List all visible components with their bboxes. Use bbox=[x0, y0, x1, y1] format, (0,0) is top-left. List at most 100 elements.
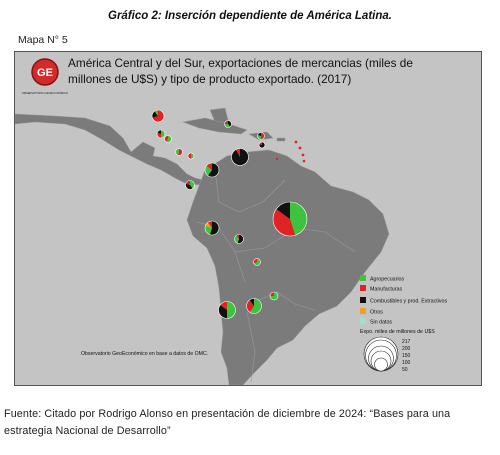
pie-venezuela bbox=[231, 148, 249, 166]
pie-colombia-slice-agropecuarios bbox=[205, 165, 212, 176]
pie-argentina bbox=[246, 298, 262, 314]
pie-cuba-slice-manufacturas bbox=[224, 120, 228, 124]
legend-label-otros: Otros bbox=[370, 310, 383, 316]
pie-dominicana-slice-manufacturas bbox=[261, 132, 265, 140]
export-map: GE OBSERVATORIO GEOECONÓMICO América Cen… bbox=[15, 52, 481, 385]
pie-mexico-outline bbox=[151, 109, 165, 123]
pie-costa-rica-slice-manufacturas bbox=[177, 148, 183, 156]
pie-mexico-slice-manufacturas bbox=[152, 110, 164, 122]
pie-venezuela-slice-manufacturas bbox=[235, 148, 240, 157]
pie-honduras-outline bbox=[164, 135, 172, 143]
map-number-label: Mapa N° 5 bbox=[18, 34, 68, 46]
pie-brasil-slice-extractivos bbox=[276, 202, 290, 219]
pie-panama bbox=[187, 152, 195, 160]
pie-bolivia-slice-agropecuarios bbox=[234, 235, 239, 244]
pie-guatemala-slice-agropecuarios bbox=[161, 130, 165, 138]
pie-chile-slice-extractivos bbox=[218, 305, 227, 319]
pie-argentina-slice-extractivos bbox=[249, 298, 254, 306]
map-title-line1: América Central y del Sur, exportaciones… bbox=[68, 56, 413, 70]
pie-bolivia bbox=[234, 234, 244, 244]
legend-swatch-agropecuarios bbox=[360, 275, 366, 281]
pie-uruguay-outline bbox=[269, 291, 279, 301]
export-pie-markers bbox=[151, 109, 308, 319]
size-label-200: 200 bbox=[402, 346, 411, 352]
observatorio-logo: GE OBSERVATORIO GEOECONÓMICO bbox=[22, 58, 69, 95]
pie-chile-slice-agropecuarios bbox=[227, 301, 236, 319]
map-credit: Observatorio GeoEconómico en base a dato… bbox=[81, 351, 208, 357]
pie-argentina-outline bbox=[246, 298, 262, 314]
pie-bolivia-slice-manufacturas bbox=[236, 234, 239, 239]
pie-bolivia-slice-extractivos bbox=[237, 234, 244, 244]
pie-panama-slice-manufacturas bbox=[188, 153, 191, 159]
pie-peru bbox=[204, 220, 220, 236]
map-frame: GE OBSERVATORIO GEOECONÓMICO América Cen… bbox=[14, 51, 482, 386]
legend-swatch-manufacturas bbox=[360, 285, 366, 291]
pie-argentina-slice-agropecuarios bbox=[249, 298, 262, 314]
pie-chile bbox=[218, 301, 236, 319]
legend-swatch-otros bbox=[360, 308, 366, 314]
border-line bbox=[246, 311, 256, 383]
pie-brasil bbox=[272, 201, 308, 237]
pie-guatemala bbox=[156, 129, 166, 139]
island-dot bbox=[275, 157, 279, 161]
legend-size-title: Expo. miles de millones de U$S bbox=[360, 329, 435, 335]
pie-honduras-slice-agropecuarios bbox=[165, 135, 172, 143]
map-title-line2: millones de U$S) y tipo de producto expo… bbox=[68, 72, 351, 86]
cuba-land bbox=[182, 117, 248, 135]
pie-ecuador-slice-manufacturas bbox=[185, 180, 190, 185]
pie-honduras-slice-manufacturas bbox=[164, 135, 168, 142]
legend-size-circles bbox=[363, 336, 399, 372]
pie-trinidad bbox=[258, 141, 266, 149]
source-note: Fuente: Citado por Rodrigo Alonso en pre… bbox=[4, 408, 451, 437]
pie-colombia bbox=[204, 162, 220, 178]
legend: Agropecuarios Manufacturas Combustibles … bbox=[360, 275, 447, 373]
landmass bbox=[15, 107, 390, 385]
pie-guatemala-outline bbox=[156, 129, 166, 139]
pie-panama-slice-agropecuarios bbox=[191, 153, 194, 159]
pie-brasil-slice-agropecuarios bbox=[290, 202, 307, 236]
pie-dominicana-outline bbox=[257, 132, 265, 140]
border-line bbox=[214, 169, 286, 213]
size-circle-50 bbox=[374, 357, 388, 372]
pie-chile-outline bbox=[218, 301, 236, 319]
pie-cuba bbox=[224, 120, 232, 128]
pie-uruguay-slice-manufacturas bbox=[270, 292, 274, 296]
island-dot bbox=[298, 146, 302, 150]
pie-dominicana bbox=[257, 132, 265, 140]
pie-cuba-outline bbox=[224, 120, 232, 128]
pie-peru-outline bbox=[204, 220, 220, 236]
pie-ecuador bbox=[185, 180, 195, 190]
pie-cuba-slice-extractivos bbox=[228, 120, 232, 127]
island-dot bbox=[301, 153, 305, 157]
pie-panama-outline bbox=[187, 152, 195, 160]
legend-swatch-extractivos bbox=[360, 297, 366, 303]
pie-peru-slice-extractivos bbox=[209, 220, 220, 236]
pie-venezuela-outline bbox=[231, 148, 249, 166]
pie-colombia-slice-extractivos bbox=[207, 163, 219, 177]
island-dot bbox=[302, 159, 306, 163]
pie-trinidad-slice-manufacturas bbox=[259, 142, 262, 145]
legend-label-agropecuarios: Agropecuarios bbox=[370, 277, 405, 283]
pie-ecuador-slice-extractivos bbox=[185, 183, 193, 190]
legend-label-sin-datos: Sin datos bbox=[370, 320, 392, 326]
pie-mexico-slice-agropecuarios bbox=[154, 110, 158, 116]
island-dot bbox=[294, 140, 298, 144]
south-america-land bbox=[186, 149, 390, 385]
size-label-50: 50 bbox=[402, 367, 408, 373]
logo-circle bbox=[31, 58, 59, 86]
puerto-rico-land bbox=[276, 137, 286, 142]
pie-guatemala-slice-manufacturas bbox=[157, 132, 161, 138]
pie-paraguay-outline bbox=[253, 258, 261, 266]
pie-colombia-outline bbox=[204, 162, 220, 178]
pie-paraguay-slice-agropecuarios bbox=[253, 258, 261, 266]
pie-mexico-slice-extractivos bbox=[152, 111, 158, 118]
pie-peru-slice-otros bbox=[205, 222, 212, 228]
pie-dominicana-slice-agropecuarios bbox=[257, 134, 261, 140]
logo-text: GE bbox=[37, 67, 53, 79]
size-label-150: 150 bbox=[402, 353, 411, 359]
pie-mexico bbox=[151, 109, 165, 123]
pie-honduras bbox=[164, 135, 172, 143]
pie-guatemala-slice-extractivos bbox=[157, 130, 161, 134]
pie-paraguay-slice-manufacturas bbox=[253, 258, 257, 264]
figure-caption: Gráfico 2: Inserción dependiente de Amér… bbox=[108, 10, 392, 22]
